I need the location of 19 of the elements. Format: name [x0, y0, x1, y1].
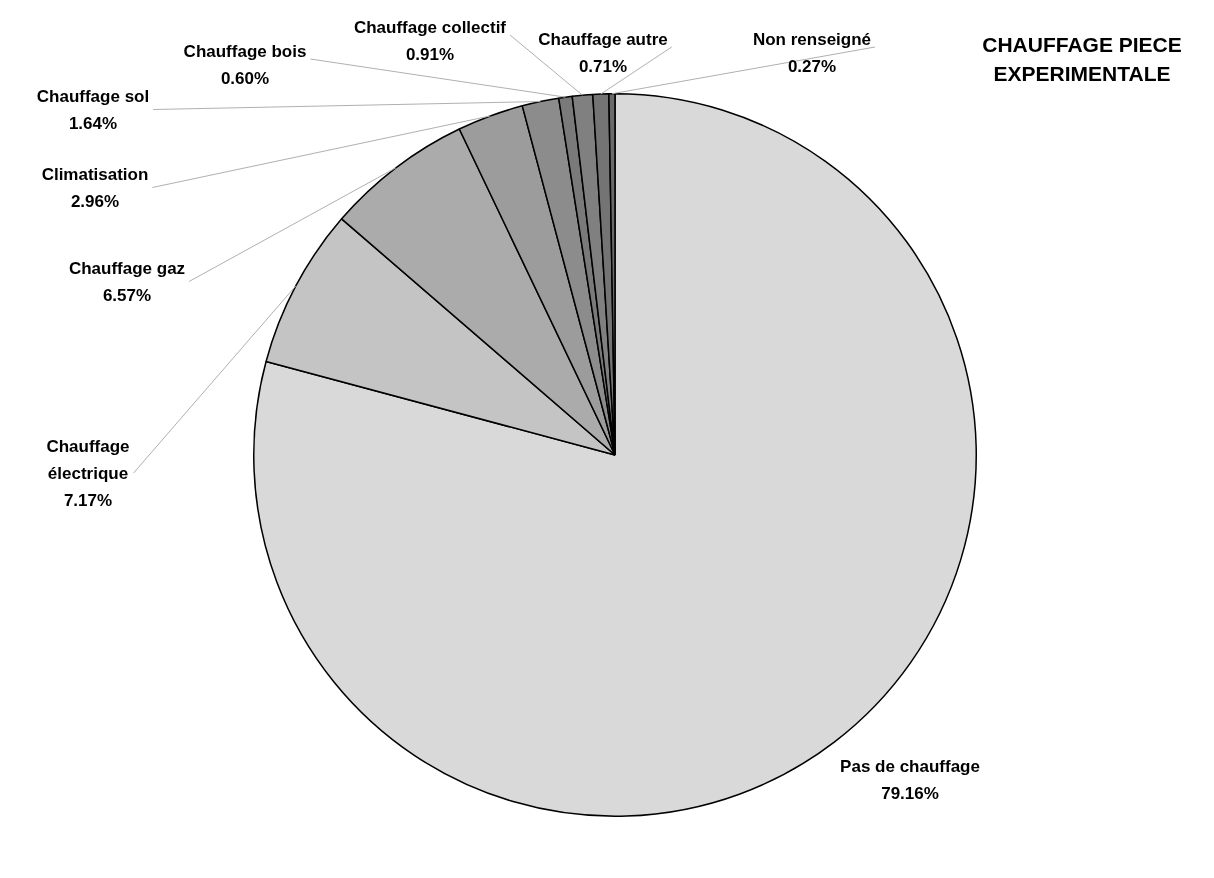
data-label: 0.71% [578, 57, 628, 76]
data-label: 79.16% [881, 784, 939, 803]
slice-label: Climatisation [41, 165, 149, 184]
data-label: 1.64% [68, 114, 118, 133]
data-label: 0.60% [220, 69, 270, 88]
slice-label: Chauffage sol [36, 87, 150, 106]
data-label: 2.96% [70, 192, 120, 211]
slice-label: Chauffage gaz [68, 259, 186, 278]
slice-label: Chauffage collectif [353, 18, 507, 37]
data-label: 7.17% [63, 491, 113, 510]
slice-label: Chauffage autre [538, 30, 668, 49]
data-label: 0.91% [405, 45, 455, 64]
data-label: 6.57% [102, 286, 152, 305]
slice-label: Non renseigné [752, 30, 872, 49]
slice-label: Chauffage bois [183, 42, 307, 61]
slice-label: Pas de chauffage [840, 757, 980, 776]
data-label: 0.27% [787, 57, 837, 76]
text: CHAUFFAGE PIECE EXPERIMENTALE [981, 32, 1183, 87]
slice-label: Chauffage électrique [46, 437, 130, 483]
